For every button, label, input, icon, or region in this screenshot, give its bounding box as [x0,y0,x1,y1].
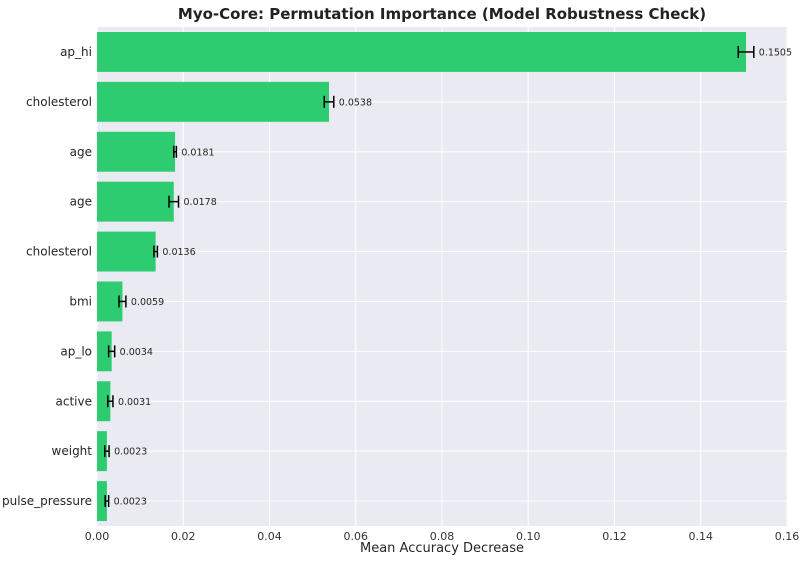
x-tick-labels: 0.00 0.02 0.04 0.06 0.08 0.10 0.12 0.14 0.16 [85,530,800,543]
bar [97,431,107,472]
x-tick-label: 0.00 [85,530,110,543]
x-tick-label: 0.12 [602,530,627,543]
category-label: age [70,195,92,209]
category-label: ap_lo [60,344,92,358]
category-label: cholesterol [26,245,92,259]
bar [97,231,156,272]
error-bar [153,245,159,258]
error-bar [104,445,110,458]
bar [97,381,111,422]
bar [97,131,176,172]
bar [97,481,107,522]
error-bars [104,45,755,508]
error-bar [104,495,110,508]
error-bar [118,295,127,308]
value-label: 0.1505 [759,47,792,58]
value-label: 0.0178 [184,197,217,208]
category-label: age [70,145,92,159]
bars [97,31,747,522]
error-bar [107,395,114,408]
error-bar [107,345,116,358]
bar [97,281,123,322]
value-label: 0.0538 [339,97,372,108]
value-label: 0.0059 [131,297,164,308]
x-tick-label: 0.02 [171,530,196,543]
chart-title: Myo-Core: Permutation Importance (Model … [178,5,706,23]
bar [97,181,174,222]
x-tick-label: 0.08 [430,530,455,543]
category-label: active [56,394,92,408]
category-label: pulse_pressure [2,494,92,508]
grid-lines [96,27,788,526]
x-tick-label: 0.14 [689,530,714,543]
x-tick-label: 0.06 [344,530,369,543]
value-label: 0.0023 [114,497,147,508]
category-label: bmi [69,294,92,308]
value-label: 0.0136 [162,247,195,258]
error-bar [168,195,180,208]
x-tick-label: 0.16 [775,530,800,543]
value-label: 0.0181 [181,147,214,158]
bar [97,31,747,72]
x-axis-label: Mean Accuracy Decrease [360,541,524,556]
value-label: 0.0023 [114,447,147,458]
bar [97,81,330,122]
error-bar [737,45,755,58]
value-label: 0.0034 [120,347,153,358]
category-label: cholesterol [26,95,92,109]
category-labels: ap_hi cholesterol age age cholesterol bmi ap_l… [2,45,92,508]
category-label: ap_hi [60,45,92,59]
bar [97,331,112,372]
x-tick-label: 0.10 [516,530,541,543]
error-bar [173,145,178,158]
value-labels: 0.1505 0.0538 0.0181 0.0178 0.0136 0.0059 0.00… [114,47,792,507]
category-label: weight [52,444,93,458]
error-bar [323,95,335,108]
value-label: 0.0031 [118,397,151,408]
x-tick-label: 0.04 [257,530,282,543]
